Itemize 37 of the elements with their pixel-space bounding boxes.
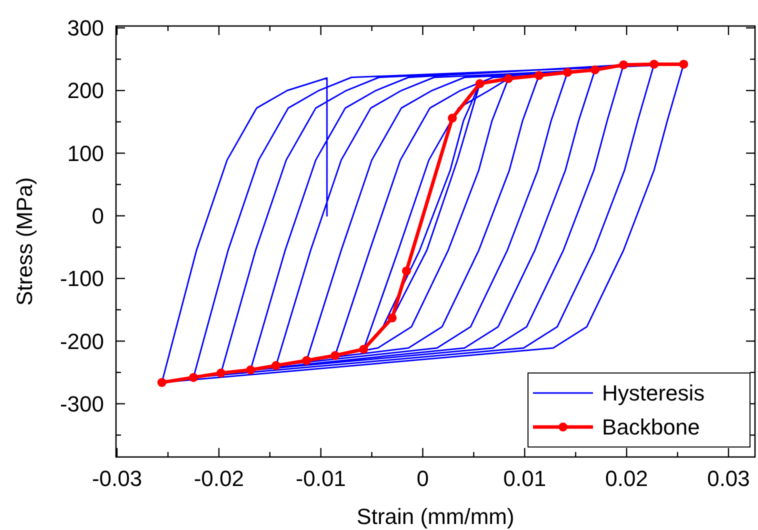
point — [475, 79, 484, 88]
x-tick-label: 0 — [416, 466, 429, 491]
point — [650, 60, 659, 69]
point — [504, 74, 513, 84]
legend-label: Backbone — [602, 414, 700, 440]
point — [272, 361, 281, 370]
y-tick-label: 100 — [67, 140, 104, 166]
y-axis-title: Stress (MPa) — [12, 177, 37, 306]
legend-label: Hysteresis — [602, 380, 705, 406]
point — [330, 351, 340, 360]
y-tick-label: 0 — [92, 204, 104, 229]
point — [302, 356, 312, 366]
x-tick-label: 0.01 — [503, 466, 546, 491]
point — [388, 313, 397, 322]
point — [188, 372, 198, 382]
x-tick-label: -0.02 — [194, 466, 244, 491]
y-tick-label: -200 — [60, 328, 104, 354]
point — [157, 378, 166, 387]
point — [402, 266, 411, 276]
x-tick-label: -0.03 — [92, 466, 142, 491]
point — [448, 114, 457, 123]
x-tick-label: -0.01 — [296, 466, 346, 491]
y-tick-label: 200 — [67, 78, 104, 104]
x-tick-label: 0.03 — [707, 466, 750, 491]
y-tick-label: -100 — [60, 266, 104, 292]
point — [216, 368, 226, 378]
point — [534, 70, 544, 80]
y-tick-label: 300 — [67, 16, 104, 41]
point — [590, 65, 600, 74]
x-tick-label: 0.02 — [605, 466, 648, 491]
point — [359, 344, 368, 354]
x-axis-title: Strain (mm/mm) — [356, 504, 514, 529]
point — [679, 60, 688, 69]
y-tick-label: -300 — [60, 391, 104, 416]
point — [619, 60, 628, 70]
point — [246, 365, 256, 374]
point — [562, 68, 572, 77]
